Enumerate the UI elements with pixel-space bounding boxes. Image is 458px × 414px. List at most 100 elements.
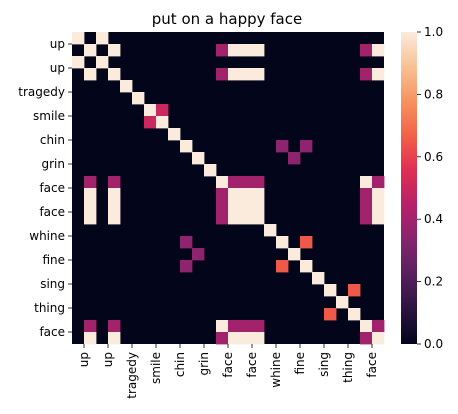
y-axis: up up tragedy smile chin grin face face whine fin… (18, 37, 72, 339)
heatmap-cell (372, 200, 385, 213)
x-tick-label: tragedy (125, 352, 139, 399)
colorbar-tick-label: 0.0 (424, 337, 443, 351)
heatmap-cell (180, 140, 193, 153)
x-tick-label: thing (341, 352, 355, 383)
heatmap-cell (300, 140, 313, 153)
heatmap-cell (84, 68, 97, 81)
heatmap-cell (252, 44, 265, 57)
heatmap-cell (252, 188, 265, 201)
y-tick-label: up (50, 37, 65, 51)
y-tick-label: sing (40, 277, 65, 291)
heatmap-cell (336, 296, 349, 309)
heatmap-cell (372, 212, 385, 225)
heatmap-cell (372, 44, 385, 57)
heatmap-cell (216, 332, 229, 345)
heatmap-cell (96, 32, 109, 45)
heatmap-cell (360, 176, 373, 189)
heatmap-cell (204, 164, 217, 177)
y-tick-label: face (39, 181, 65, 195)
heatmap-cell (312, 272, 325, 285)
heatmap-cell (228, 320, 241, 333)
heatmap-cell (348, 308, 361, 321)
heatmap-cell (276, 260, 289, 273)
heatmap-cell (216, 200, 229, 213)
colorbar-tick-label: 0.6 (424, 150, 443, 164)
heatmap-cell (216, 188, 229, 201)
colorbar: 0.0 0.2 0.4 0.6 0.8 1.0 (401, 25, 443, 351)
y-tick-label: face (39, 325, 65, 339)
heatmap-cell (264, 224, 277, 237)
heatmap-cell (84, 188, 97, 201)
y-tick-label: fine (42, 253, 65, 267)
heatmap-cell (252, 200, 265, 213)
colorbar-tick-label: 0.2 (424, 275, 443, 289)
colorbar-gradient (401, 32, 417, 344)
heatmap-cell (180, 236, 193, 249)
heatmap-cell (216, 176, 229, 189)
heatmap-cell (216, 320, 229, 333)
heatmap-cell (228, 188, 241, 201)
heatmap-cell (300, 260, 313, 273)
heatmap-cell (132, 92, 145, 105)
heatmap-cell (240, 212, 253, 225)
x-axis: up up tragedy smile chin grin face face whine fin… (77, 344, 379, 399)
heatmap-cell (324, 308, 337, 321)
heatmap-cell (108, 176, 121, 189)
x-tick-label: face (221, 352, 235, 378)
heatmap-cell (228, 332, 241, 345)
y-tick-label: up (50, 61, 65, 75)
heatmap-cell (252, 332, 265, 345)
heatmap-cell (300, 236, 313, 249)
heatmap-cell (348, 284, 361, 297)
heatmap-cell (240, 320, 253, 333)
heatmap-cell (372, 332, 385, 345)
heatmap-cell (84, 44, 97, 57)
heatmap-cell (360, 44, 373, 57)
y-tick-label: grin (42, 157, 66, 171)
x-tick-label: face (245, 352, 259, 378)
heatmap-cell (120, 80, 133, 93)
heatmap-cell (360, 188, 373, 201)
heatmap-cell (228, 200, 241, 213)
heatmap-cell (144, 104, 157, 117)
heatmap-cell (252, 320, 265, 333)
x-tick-label: grin (197, 352, 211, 376)
heatmap-cell (72, 56, 85, 69)
heatmap-cell (108, 200, 121, 213)
heatmap-cell (252, 68, 265, 81)
y-tick-label: tragedy (18, 85, 65, 99)
chart-title: put on a happy face (152, 10, 302, 28)
heatmap-cells (72, 32, 385, 345)
heatmap-cell (168, 128, 181, 141)
y-tick-label: face (39, 205, 65, 219)
heatmap-cell (84, 332, 97, 345)
y-tick-label: smile (33, 109, 65, 123)
heatmap-cell (228, 68, 241, 81)
heatmap-cell (84, 212, 97, 225)
heatmap-cell (84, 320, 97, 333)
x-tick-label: up (101, 352, 115, 367)
heatmap-cell (216, 212, 229, 225)
heatmap-cell (108, 320, 121, 333)
heatmap-cell (240, 68, 253, 81)
heatmap-cell (96, 56, 109, 69)
heatmap-cell (108, 44, 121, 57)
heatmap-cell (288, 248, 301, 261)
heatmap-cell (192, 152, 205, 165)
colorbar-tick-label: 0.8 (424, 87, 443, 101)
heatmap-cell (108, 188, 121, 201)
heatmap-cell (360, 320, 373, 333)
heatmap-cell (228, 44, 241, 57)
heatmap-cell (240, 44, 253, 57)
heatmap-cell (228, 212, 241, 225)
colorbar-tick-label: 1.0 (424, 25, 443, 39)
x-tick-label: whine (269, 352, 283, 388)
y-tick-label: whine (29, 229, 65, 243)
heatmap-cell (360, 68, 373, 81)
heatmap-cell (372, 320, 385, 333)
heatmap-cell (192, 248, 205, 261)
heatmap-cell (84, 176, 97, 189)
heatmap-cell (372, 68, 385, 81)
heatmap-cell (156, 116, 169, 129)
heatmap-cell (324, 284, 337, 297)
